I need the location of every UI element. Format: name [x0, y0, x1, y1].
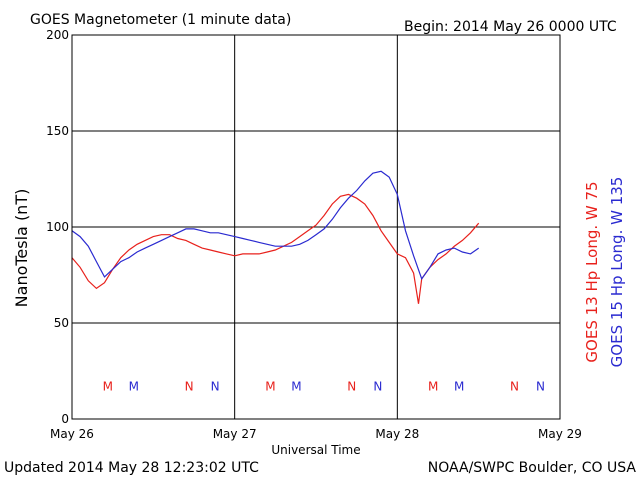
y-axis: 0 50 100 150 200 [46, 28, 69, 426]
noon-marker: N [373, 379, 382, 393]
x-axis-label: Universal Time [271, 443, 360, 457]
noon-marker: N [510, 379, 519, 393]
noon-marker: N [536, 379, 545, 393]
y-tick-label: 200 [46, 28, 69, 42]
x-tick-label: May 27 [213, 427, 257, 441]
goes13-series-line [71, 193, 480, 304]
x-tick-label: May 26 [50, 427, 94, 441]
midnight-marker: M [291, 379, 301, 393]
grid-lines [72, 35, 560, 419]
noon-marker: N [347, 379, 356, 393]
midnight-marker: M [428, 379, 438, 393]
midnight-marker: M [103, 379, 113, 393]
x-tick-label: May 29 [538, 427, 582, 441]
credit-label: NOAA/SWPC Boulder, CO USA [428, 460, 637, 476]
y-tick-label: 150 [46, 124, 69, 138]
plot-frame [71, 34, 561, 420]
y-tick-label: 50 [54, 316, 69, 330]
begin-label: Begin: 2014 May 26 0000 UTC [404, 19, 617, 35]
legend-goes13: GOES 13 Hp Long. W 75 [583, 181, 601, 362]
series-lines [71, 170, 480, 304]
midnight-marker: M [265, 379, 275, 393]
x-axis: May 26 May 27 May 28 May 29 [50, 427, 582, 441]
legend-goes15: GOES 15 Hp Long. W 135 [608, 177, 626, 368]
midnight-marker: M [454, 379, 464, 393]
y-tick-label: 0 [61, 412, 69, 426]
y-axis-label: NanoTesla (nT) [12, 189, 31, 308]
goes15-series-line [71, 170, 480, 281]
updated-timestamp: Updated 2014 May 28 12:23:02 UTC [4, 460, 259, 476]
midnight-marker: M [129, 379, 139, 393]
noon-marker: N [185, 379, 194, 393]
x-tick-label: May 28 [375, 427, 419, 441]
noon-marker: N [211, 379, 220, 393]
chart-title: GOES Magnetometer (1 minute data) [30, 12, 291, 28]
y-tick-label: 100 [46, 220, 69, 234]
